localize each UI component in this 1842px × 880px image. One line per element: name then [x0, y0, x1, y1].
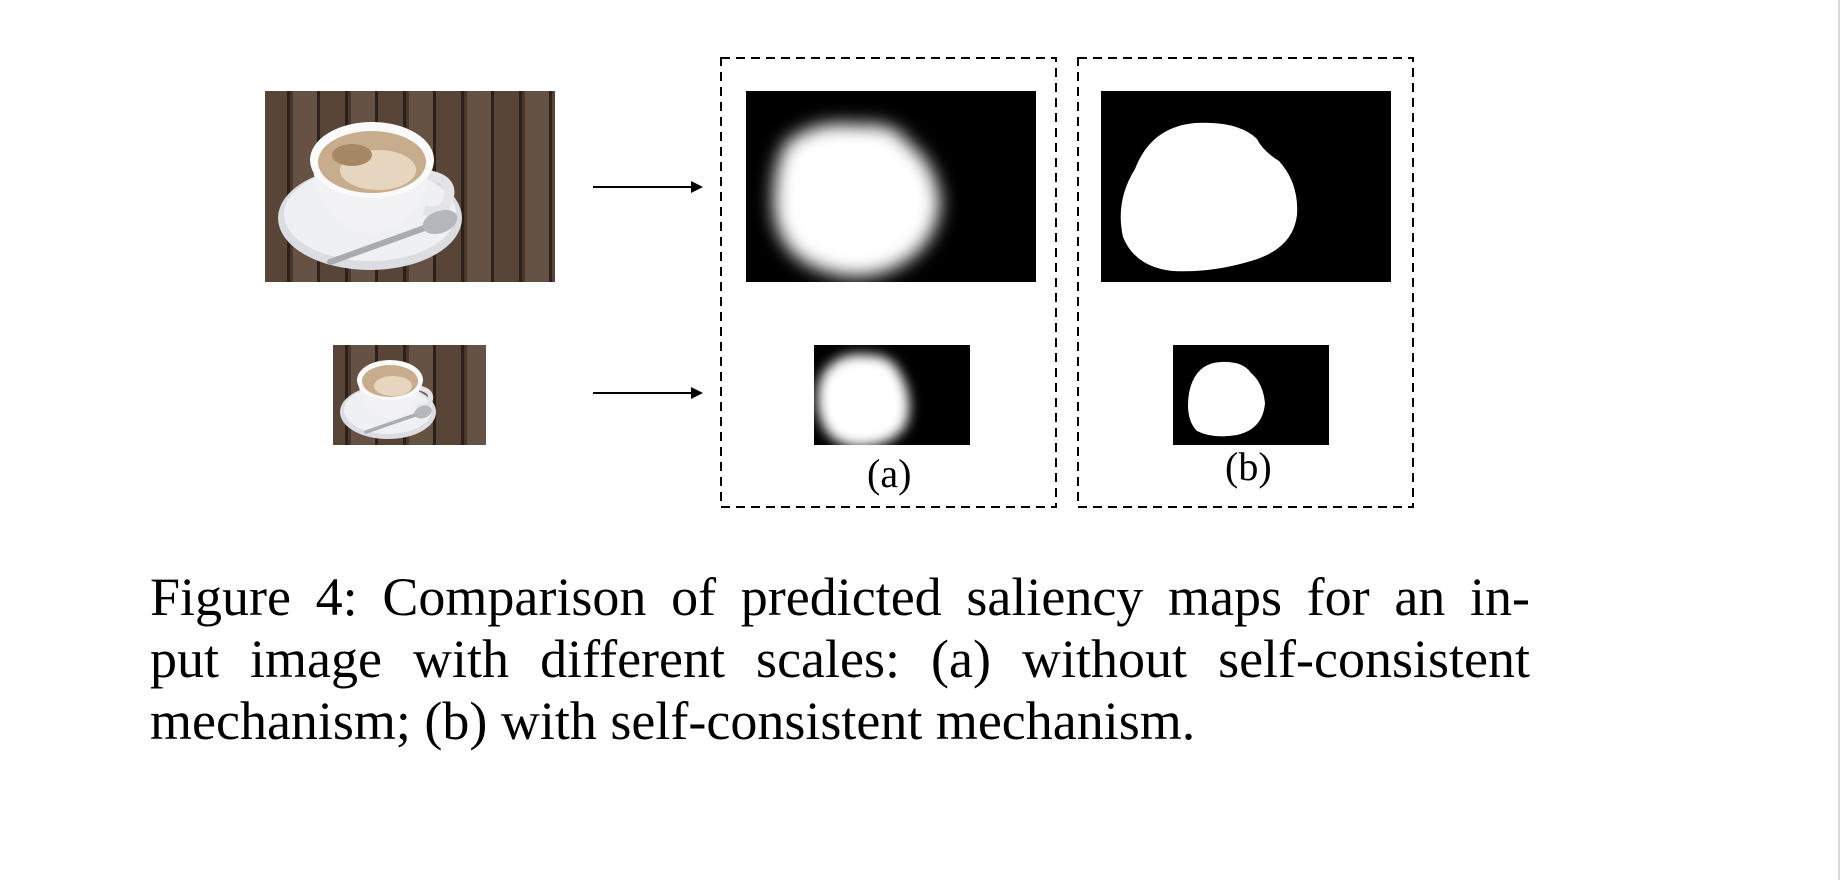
caption-line-1: Figure 4: Comparison of predicted salien…: [150, 567, 1530, 627]
panel-a-box: [720, 57, 1057, 508]
panel-b-label: (b): [1225, 444, 1272, 489]
figure-caption: Figure 4: Comparison of predicted salien…: [150, 566, 1530, 752]
saliency-map-b-large: [1101, 91, 1391, 282]
panel-b-box: [1077, 57, 1414, 508]
page-edge-divider: [1838, 0, 1840, 880]
caption-line-3: mechanism; (b) with self-consistent mech…: [150, 691, 1196, 751]
figure-4-graphic: [265, 57, 1414, 508]
input-photo-large: [265, 91, 555, 282]
saliency-map-b-small: [1173, 345, 1329, 445]
panel-a-label: (a): [867, 451, 912, 496]
saliency-map-a-large: [746, 91, 1036, 282]
caption-line-2: put image with different scales: (a) wit…: [150, 629, 1530, 689]
saliency-map-a-small: [814, 345, 970, 445]
input-photo-small: [333, 345, 486, 445]
